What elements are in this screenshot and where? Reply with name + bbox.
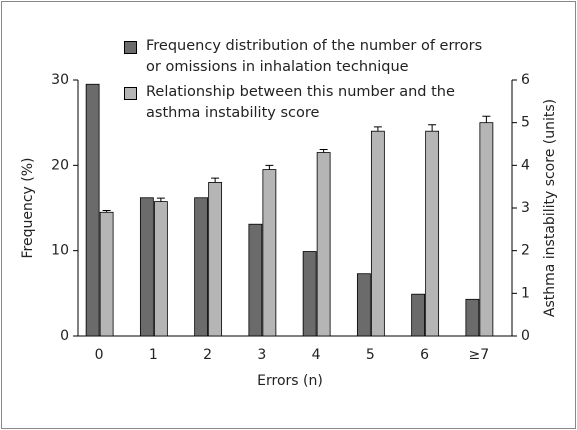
x-tick-label: 2 (203, 347, 212, 363)
legend-swatch (124, 87, 137, 100)
y2-tick-label: 6 (521, 72, 530, 88)
y-tick-label: 20 (51, 157, 69, 173)
bar (370, 130, 385, 337)
y2-tick-label: 5 (521, 115, 530, 131)
bar (139, 197, 154, 337)
legend-item: Frequency distribution of the number of … (124, 36, 484, 78)
bar (85, 83, 100, 337)
bar (194, 197, 209, 337)
bar (356, 273, 371, 337)
x-tick-label: ≥7 (469, 347, 490, 363)
error-bar (211, 177, 220, 183)
error-bar (428, 124, 437, 132)
y2-tick-label: 1 (521, 285, 530, 301)
x-tick-label: 4 (312, 347, 321, 363)
y-tick-label: 10 (51, 243, 69, 259)
y2-tick-label: 0 (521, 328, 530, 344)
bar (99, 211, 114, 337)
legend: Frequency distribution of the number of … (124, 36, 484, 128)
legend-label: Relationship between this number and the… (146, 84, 455, 121)
y2-tick-label: 4 (521, 157, 530, 173)
legend-label: Frequency distribution of the number of … (146, 38, 483, 75)
y-axis-label: Frequency (%) (20, 157, 36, 258)
y2-tick-label: 2 (521, 243, 530, 259)
error-bar (265, 164, 274, 170)
y-tick-label: 30 (51, 72, 69, 88)
error-bar (319, 149, 328, 153)
error-bar (156, 197, 165, 202)
bar (153, 201, 168, 337)
x-tick-label: 3 (257, 347, 266, 363)
x-tick-label: 6 (420, 347, 429, 363)
x-axis-label: Errors (n) (257, 373, 323, 389)
bar (302, 251, 317, 337)
bar (425, 130, 440, 337)
legend-item: Relationship between this number and the… (124, 82, 484, 124)
bar (411, 293, 426, 337)
bar (208, 181, 223, 337)
y-tick-label: 0 (60, 328, 69, 344)
bar (248, 223, 263, 337)
x-tick-label: 1 (149, 347, 158, 363)
bar (262, 169, 277, 337)
bar (465, 298, 480, 337)
error-bar (373, 126, 382, 132)
legend-swatch (124, 41, 137, 54)
y2-tick-label: 3 (521, 200, 530, 216)
y2-axis-label: Asthma instability score (units) (542, 99, 558, 317)
error-bar (482, 115, 491, 123)
x-tick-label: 0 (95, 347, 104, 363)
x-tick-label: 5 (366, 347, 375, 363)
bar (316, 152, 331, 337)
bar (479, 122, 494, 337)
